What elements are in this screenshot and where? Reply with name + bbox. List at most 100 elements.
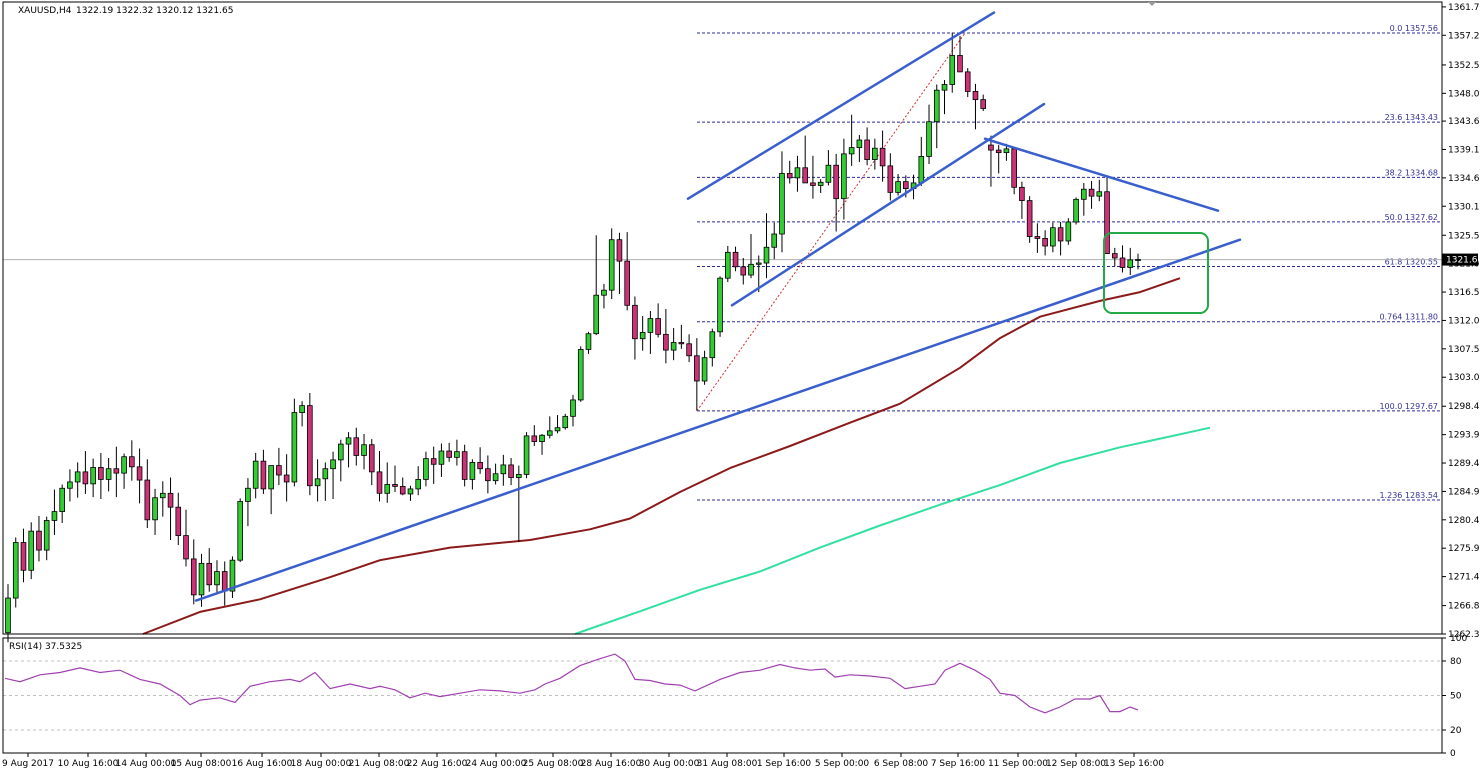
y-tick-label: 1266.80	[1448, 602, 1480, 612]
candle-body-bear	[1026, 200, 1033, 237]
candle	[152, 488, 158, 535]
rsi-y-tick-label: 50	[1450, 692, 1462, 702]
candle-body-bear	[307, 405, 313, 487]
candle	[632, 296, 638, 360]
y-tick-label: 1307.50	[1448, 345, 1480, 355]
channel-lower-line	[730, 102, 1046, 307]
candle-body-bull	[469, 461, 476, 480]
candle	[136, 448, 143, 504]
x-tick-label: 21 Aug 08:00	[349, 759, 410, 769]
fib-level-label: 23.6 1343.43	[1385, 113, 1438, 122]
candle	[59, 484, 65, 523]
candle	[229, 556, 236, 599]
candle	[392, 465, 398, 493]
candle-body-bear	[1042, 238, 1048, 247]
candle-body-bull	[523, 435, 530, 475]
candle	[562, 413, 569, 430]
candle-body-bear	[1034, 236, 1041, 239]
candle	[283, 454, 290, 502]
y-tick-label: 1293.90	[1448, 431, 1480, 441]
candle-body-bear	[655, 318, 661, 335]
candle-body-bull	[338, 443, 344, 461]
y-tick-label: 1352.50	[1448, 61, 1480, 71]
y-tick-label: 1280.40	[1448, 516, 1480, 526]
candle	[709, 328, 716, 367]
candle	[523, 432, 530, 479]
y-tick-label: 1343.60	[1448, 117, 1480, 127]
candle	[810, 155, 816, 199]
candle-body-bull	[856, 139, 863, 148]
candle	[361, 434, 367, 470]
candle-body-bull	[198, 562, 205, 596]
candle-body-bull	[90, 467, 96, 485]
candle-body-bear	[392, 484, 398, 487]
candle-body-bear	[964, 71, 971, 92]
candle-body-bear	[82, 471, 89, 485]
candle-body-bear	[1111, 253, 1118, 259]
candle	[252, 452, 259, 499]
candle-body-bear	[972, 91, 979, 101]
fib-level-label: 61.8 1320.55	[1385, 258, 1438, 267]
candle	[825, 150, 832, 186]
fib-level-label: 0.764 1311.80	[1379, 313, 1438, 322]
y-tick-label: 1271.40	[1448, 573, 1480, 583]
candle-body-bear	[1011, 148, 1017, 188]
candle	[190, 539, 197, 605]
candle-body-bear	[175, 506, 182, 536]
candle	[933, 84, 940, 149]
candle-body-bear	[980, 99, 987, 109]
candle-body-bull	[601, 289, 607, 296]
candle	[500, 454, 507, 486]
candle	[1073, 197, 1079, 225]
candle-body-bull	[593, 294, 600, 335]
candle	[964, 68, 971, 98]
candle-body-bull	[895, 181, 901, 193]
candle	[167, 477, 174, 540]
candle-body-bear	[353, 437, 360, 456]
candle-body-bull	[724, 251, 731, 279]
candle-body-bull	[361, 444, 367, 456]
candle	[43, 516, 50, 561]
candle	[887, 153, 894, 201]
candle	[237, 498, 243, 563]
candle-body-bull	[1073, 198, 1079, 223]
candle-body-bear	[879, 147, 886, 167]
candle	[183, 509, 189, 567]
price-panel-frame	[2, 1, 1443, 635]
candle-body-bull	[771, 233, 778, 248]
x-tick-label: 31 Aug 08:00	[697, 759, 758, 769]
candle-body-bull	[492, 473, 499, 482]
candle	[516, 465, 522, 542]
candle-body-bull	[872, 147, 878, 160]
candle-body-bull	[67, 481, 73, 489]
y-tick-label: 1348.00	[1448, 89, 1480, 99]
candle	[694, 338, 700, 411]
candle-body-bear	[1057, 227, 1064, 242]
candle	[144, 459, 151, 529]
candle-body-bear	[833, 164, 839, 200]
candle	[678, 324, 685, 349]
support-highlight-box	[1103, 232, 1209, 314]
price-panel: 0.0 1357.56 23.6 1343.43 38.2 1334.68 50.0 …	[3, 11, 1442, 643]
candle	[430, 446, 437, 484]
candle	[841, 138, 847, 220]
candle	[384, 462, 391, 503]
candle-body-bear	[694, 355, 700, 382]
y-tick-label: 1303.00	[1448, 373, 1480, 383]
candle-body-bear	[144, 479, 151, 521]
candle-body-bull	[291, 412, 298, 483]
candle-body-bear	[802, 167, 808, 184]
candle-body-bull	[918, 156, 925, 184]
x-tick-label: 28 Aug 16:00	[581, 759, 642, 769]
candle	[1065, 218, 1072, 245]
candle-body-bear	[957, 55, 963, 73]
candle	[399, 477, 406, 496]
candle-body-bull	[345, 437, 352, 445]
candle	[771, 222, 778, 260]
candle	[546, 416, 553, 439]
candle-body-bull	[268, 465, 274, 490]
candle	[407, 485, 414, 501]
candle-body-bull	[562, 415, 569, 429]
candle-body-bull	[539, 434, 545, 442]
